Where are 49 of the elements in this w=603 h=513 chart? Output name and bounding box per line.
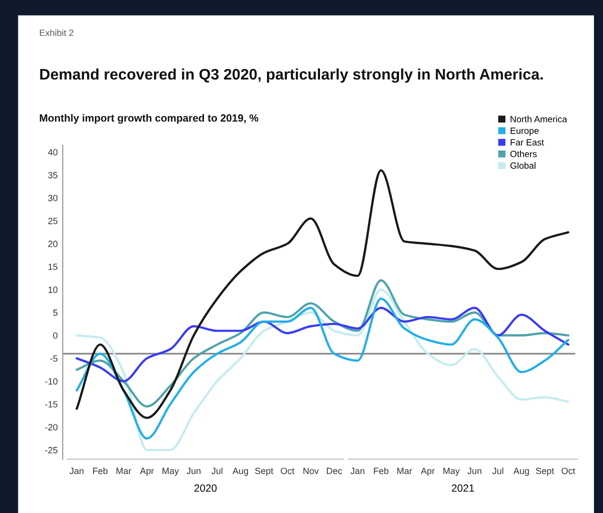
x-tick-label: Feb	[93, 467, 108, 474]
x-tick-label: Nov	[304, 468, 319, 474]
chart-title: Demand recovered in Q3 2020, particularly strongly in North America.	[40, 68, 543, 83]
x-tick-label: Jun	[186, 468, 200, 474]
x-tick-label: Jan	[350, 468, 364, 474]
chart-subtitle: Monthly import growth compared to 2019, %	[40, 114, 258, 124]
y-tick-label: 10	[48, 286, 58, 293]
x-tick-label: Mar	[397, 468, 412, 474]
y-tick-label: 40	[48, 149, 58, 156]
x-tick-label: Mar	[116, 468, 132, 474]
x-tick-label: Jan	[70, 468, 84, 474]
y-tick-label: -10	[45, 378, 58, 385]
y-tick-label: 5	[53, 310, 58, 316]
x-tick-label: Apr	[420, 468, 435, 476]
text: Exhibit 2	[40, 29, 74, 36]
text: 2020	[194, 484, 217, 492]
y-tick-label: -25	[45, 446, 58, 454]
line-series	[76, 306, 570, 382]
x-tick-label: Oct	[562, 468, 576, 474]
x-tick-label: Apr	[140, 468, 154, 476]
y-tick-label: -5	[50, 355, 58, 362]
y-tick-label: 15	[48, 264, 58, 270]
x-tick-label: Dec	[326, 468, 342, 474]
x-tick-label: Jul	[492, 467, 504, 474]
x-tick-label: Oct	[280, 468, 294, 474]
x-tick-label: Aug	[232, 468, 248, 476]
x-tick-label: May	[443, 468, 460, 476]
y-tick-label: 35	[48, 172, 58, 178]
y-tick-label: 20	[48, 240, 58, 248]
x-tick-label: Jul	[212, 467, 222, 474]
legend-label: Europe	[510, 128, 539, 136]
legend-label: North America	[510, 116, 568, 122]
legend-label: Others	[510, 150, 537, 158]
legend-label: Far East	[510, 139, 544, 146]
y-tick-label: 25	[48, 218, 58, 224]
x-tick-label: Aug	[513, 468, 529, 476]
y-tick-label: 0	[53, 332, 58, 339]
line-series	[76, 169, 570, 419]
legend-label: Global	[510, 162, 536, 169]
text: 2021	[452, 484, 474, 492]
y-tick-label: -15	[45, 401, 58, 408]
x-tick-label: May	[162, 468, 179, 476]
x-tick-label: Sept	[536, 468, 554, 476]
x-tick-label: Feb	[374, 467, 388, 474]
y-tick-label: -20	[45, 424, 58, 430]
x-tick-label: Sept	[255, 468, 274, 476]
x-tick-label: Jun	[467, 468, 482, 474]
line-series	[76, 279, 570, 408]
y-tick-label: 30	[48, 194, 58, 202]
